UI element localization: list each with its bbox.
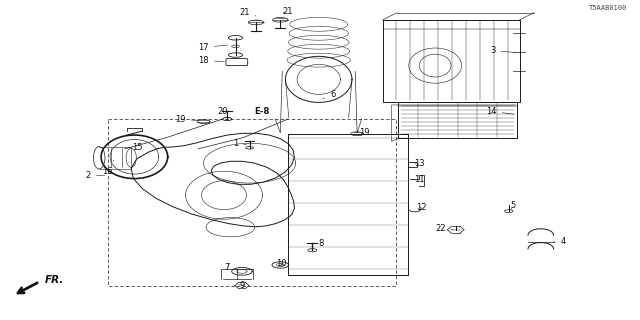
Text: 7: 7 bbox=[225, 263, 237, 272]
Text: 5: 5 bbox=[511, 201, 516, 210]
Text: 15: 15 bbox=[132, 143, 143, 152]
Text: 10: 10 bbox=[276, 260, 287, 268]
Text: 19: 19 bbox=[175, 115, 200, 124]
Text: 13: 13 bbox=[414, 159, 424, 168]
Text: FR.: FR. bbox=[45, 275, 64, 285]
Text: 17: 17 bbox=[198, 43, 228, 52]
Text: 2: 2 bbox=[86, 171, 105, 180]
Text: 14: 14 bbox=[486, 107, 515, 116]
Text: 8: 8 bbox=[314, 239, 324, 248]
Text: 21: 21 bbox=[239, 8, 256, 17]
Text: 6: 6 bbox=[323, 90, 335, 99]
Text: 16: 16 bbox=[102, 160, 114, 176]
Text: 21: 21 bbox=[283, 7, 293, 16]
Text: 11: 11 bbox=[414, 175, 424, 184]
Text: 9: 9 bbox=[239, 281, 244, 290]
Text: 1: 1 bbox=[233, 140, 247, 148]
Text: 22: 22 bbox=[435, 224, 453, 233]
Text: 19: 19 bbox=[360, 128, 370, 137]
Text: 4: 4 bbox=[554, 237, 566, 246]
Text: E-8: E-8 bbox=[255, 108, 270, 116]
Text: 18: 18 bbox=[198, 56, 225, 65]
Text: T5AAB0100: T5AAB0100 bbox=[589, 5, 627, 11]
Text: 3: 3 bbox=[490, 46, 516, 55]
Text: 20: 20 bbox=[218, 108, 228, 116]
Text: 12: 12 bbox=[416, 204, 426, 212]
